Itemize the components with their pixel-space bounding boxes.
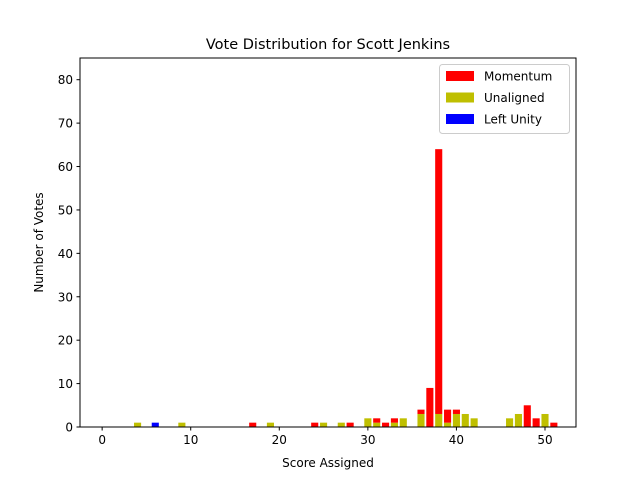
y-tick-label: 0: [65, 421, 73, 435]
y-tick-label: 30: [58, 290, 73, 304]
bar-momentum: [532, 418, 540, 427]
legend: Momentum Unaligned Left Unity: [439, 64, 570, 134]
x-tick-label: 0: [98, 433, 106, 447]
y-tick-label: 40: [58, 247, 73, 261]
bar-momentum: [390, 418, 398, 423]
x-axis-label: Score Assigned: [282, 456, 374, 470]
bar-unaligned: [134, 422, 142, 427]
bar-unaligned: [178, 422, 186, 427]
bar-unaligned: [320, 422, 328, 427]
bar-unaligned: [452, 413, 460, 427]
bar-unaligned: [364, 418, 372, 427]
y-tick-label: 10: [58, 377, 73, 391]
bar-unaligned: [399, 418, 407, 427]
bar-unaligned: [373, 422, 381, 427]
bar-unaligned: [337, 422, 345, 427]
bar-momentum: [452, 409, 460, 414]
bar-momentum: [346, 422, 354, 427]
bar-left-unity: [151, 422, 159, 427]
bar-unaligned: [390, 422, 398, 427]
bar-unaligned: [435, 413, 443, 427]
legend-label: Momentum: [484, 70, 552, 84]
x-tick-label: 40: [449, 433, 464, 447]
chart-title: Vote Distribution for Scott Jenkins: [206, 37, 450, 53]
bar-momentum: [417, 409, 425, 414]
bar-unaligned: [506, 418, 514, 427]
bar-unaligned: [444, 422, 452, 427]
legend-swatch-left-unity: [446, 114, 474, 124]
y-axis: 0 10 20 30 40 50 60 70 80: [58, 73, 80, 435]
x-axis: 0 10 20 30 40 50: [98, 427, 553, 447]
bar-momentum: [426, 387, 434, 427]
plot-area: [134, 149, 558, 427]
y-tick-label: 20: [58, 334, 73, 348]
x-tick-label: 20: [272, 433, 287, 447]
bar-unaligned: [417, 413, 425, 427]
bar-momentum: [382, 422, 390, 427]
y-tick-label: 80: [58, 73, 73, 87]
y-tick-label: 50: [58, 203, 73, 217]
bar-momentum: [523, 405, 531, 427]
plot-frame: [79, 57, 577, 428]
bar-momentum: [311, 422, 319, 427]
y-tick-label: 60: [58, 160, 73, 174]
y-tick-label: 70: [58, 117, 73, 131]
bar-unaligned: [541, 413, 549, 427]
bar-unaligned: [470, 418, 478, 427]
legend-swatch-momentum: [446, 71, 474, 81]
x-tick-label: 50: [537, 433, 552, 447]
bar-momentum: [373, 418, 381, 423]
x-tick-label: 30: [360, 433, 375, 447]
legend-swatch-unaligned: [446, 92, 474, 103]
y-axis-label: Number of Votes: [32, 192, 46, 292]
bar-momentum: [550, 422, 558, 427]
bar-unaligned: [461, 413, 469, 427]
bar-momentum: [435, 149, 443, 414]
bar-momentum: [444, 409, 452, 423]
legend-label: Unaligned: [484, 91, 545, 105]
legend-label: Left Unity: [484, 113, 542, 127]
bar-unaligned: [514, 413, 522, 427]
x-tick-label: 10: [183, 433, 198, 447]
bar-unaligned: [266, 422, 274, 427]
bar-momentum: [249, 422, 257, 427]
